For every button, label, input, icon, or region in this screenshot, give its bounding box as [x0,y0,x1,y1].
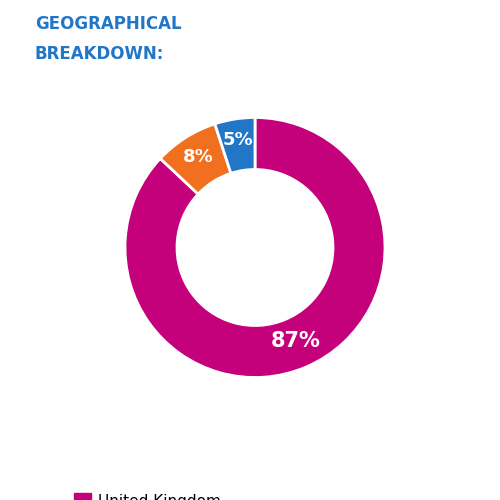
Text: 8%: 8% [182,148,214,166]
Text: BREAKDOWN:: BREAKDOWN: [35,45,164,63]
Wedge shape [125,118,385,378]
Text: 87%: 87% [270,330,320,350]
Legend: United Kingdom, Rest of Europe, Rest of World: United Kingdom, Rest of Europe, Rest of … [68,488,227,500]
Wedge shape [160,124,231,194]
Wedge shape [215,118,255,174]
Text: 5%: 5% [222,130,253,148]
Text: GEOGRAPHICAL: GEOGRAPHICAL [35,15,182,33]
